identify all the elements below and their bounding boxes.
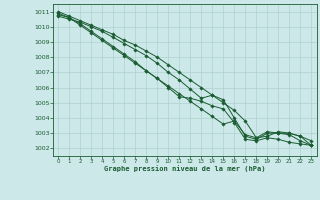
X-axis label: Graphe pression niveau de la mer (hPa): Graphe pression niveau de la mer (hPa) bbox=[104, 165, 266, 172]
